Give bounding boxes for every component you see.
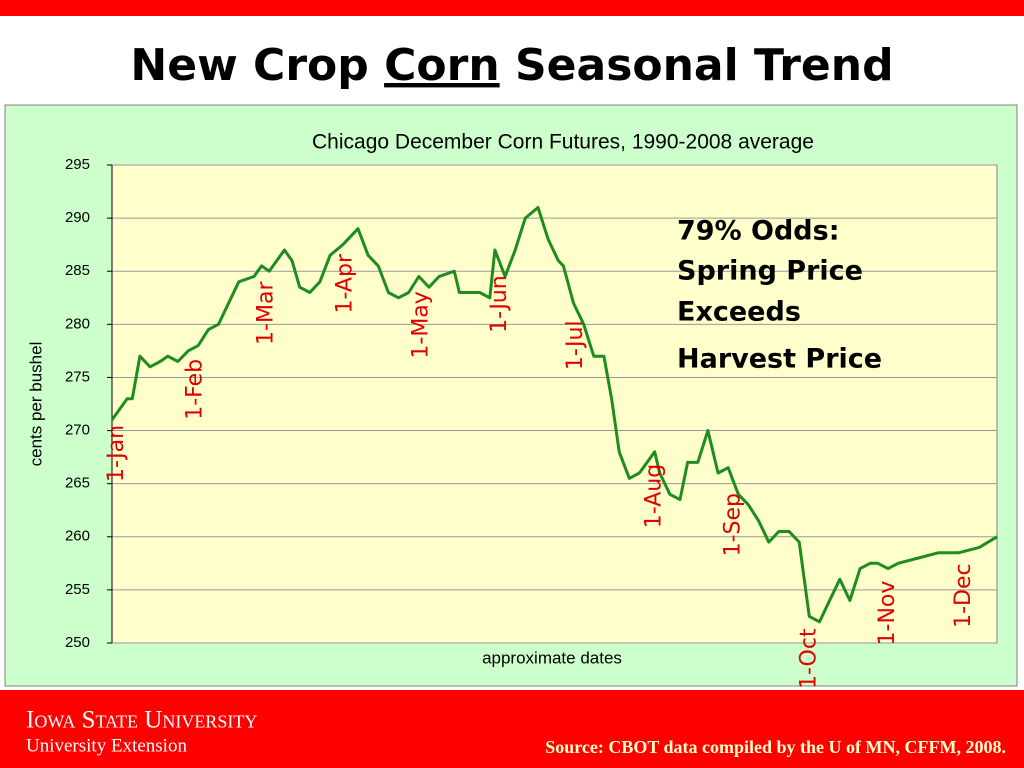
y-tick-label: 285 <box>65 262 90 279</box>
y-tick-label: 280 <box>65 315 90 332</box>
x-axis-label: approximate dates <box>482 648 622 667</box>
date-label: 1-Mar <box>254 281 279 345</box>
annotation: Harvest Price <box>677 344 882 375</box>
annotation: 79% Odds: <box>677 216 840 247</box>
plot: 250 255 260 265 270 275 280 285 290 295 1-Jan 1-Feb… <box>65 156 998 689</box>
annotation: Spring Price <box>677 256 863 287</box>
university-name: Iowa State University <box>26 707 257 734</box>
y-tick-label: 295 <box>65 156 90 173</box>
annotation: Exceeds <box>677 297 801 328</box>
chart-title: Chicago December Corn Futures, 1990-2008… <box>312 131 814 154</box>
y-axis-label: cents per bushel <box>26 342 45 467</box>
top-bar <box>0 0 1024 16</box>
date-label: 1-Feb <box>183 359 208 420</box>
slide-title: New Crop Corn Seasonal Trend <box>130 40 893 91</box>
date-label: 1-Jan <box>104 425 129 482</box>
unit-name: University Extension <box>26 735 187 756</box>
date-label: 1-Jul <box>563 320 588 370</box>
date-label: 1-Sep <box>720 493 745 556</box>
price-line <box>110 206 998 624</box>
footer-bar <box>0 690 1024 768</box>
plot-area <box>111 164 998 644</box>
date-label: 1-Apr <box>332 253 357 313</box>
y-tick-label: 255 <box>65 581 90 598</box>
date-label: 1-Aug <box>642 464 667 528</box>
y-tick-label: 265 <box>65 475 90 492</box>
date-label: 1-Nov <box>875 581 900 646</box>
date-label: 1-Oct <box>796 628 821 689</box>
source-note: Source: CBOT data compiled by the U of M… <box>545 737 1006 757</box>
y-tick-label: 290 <box>65 209 90 226</box>
date-label: 1-May <box>408 291 433 358</box>
date-label: 1-Jun <box>487 275 512 333</box>
y-tick-label: 275 <box>65 368 90 385</box>
date-label: 1-Dec <box>951 563 976 628</box>
title-part: Seasonal Trend <box>515 40 894 91</box>
y-tick-label: 270 <box>65 422 90 439</box>
title-part: Corn <box>384 40 500 91</box>
title-part: New Crop <box>130 40 368 91</box>
y-tick-label: 250 <box>65 634 90 651</box>
y-tick-label: 260 <box>65 528 90 545</box>
